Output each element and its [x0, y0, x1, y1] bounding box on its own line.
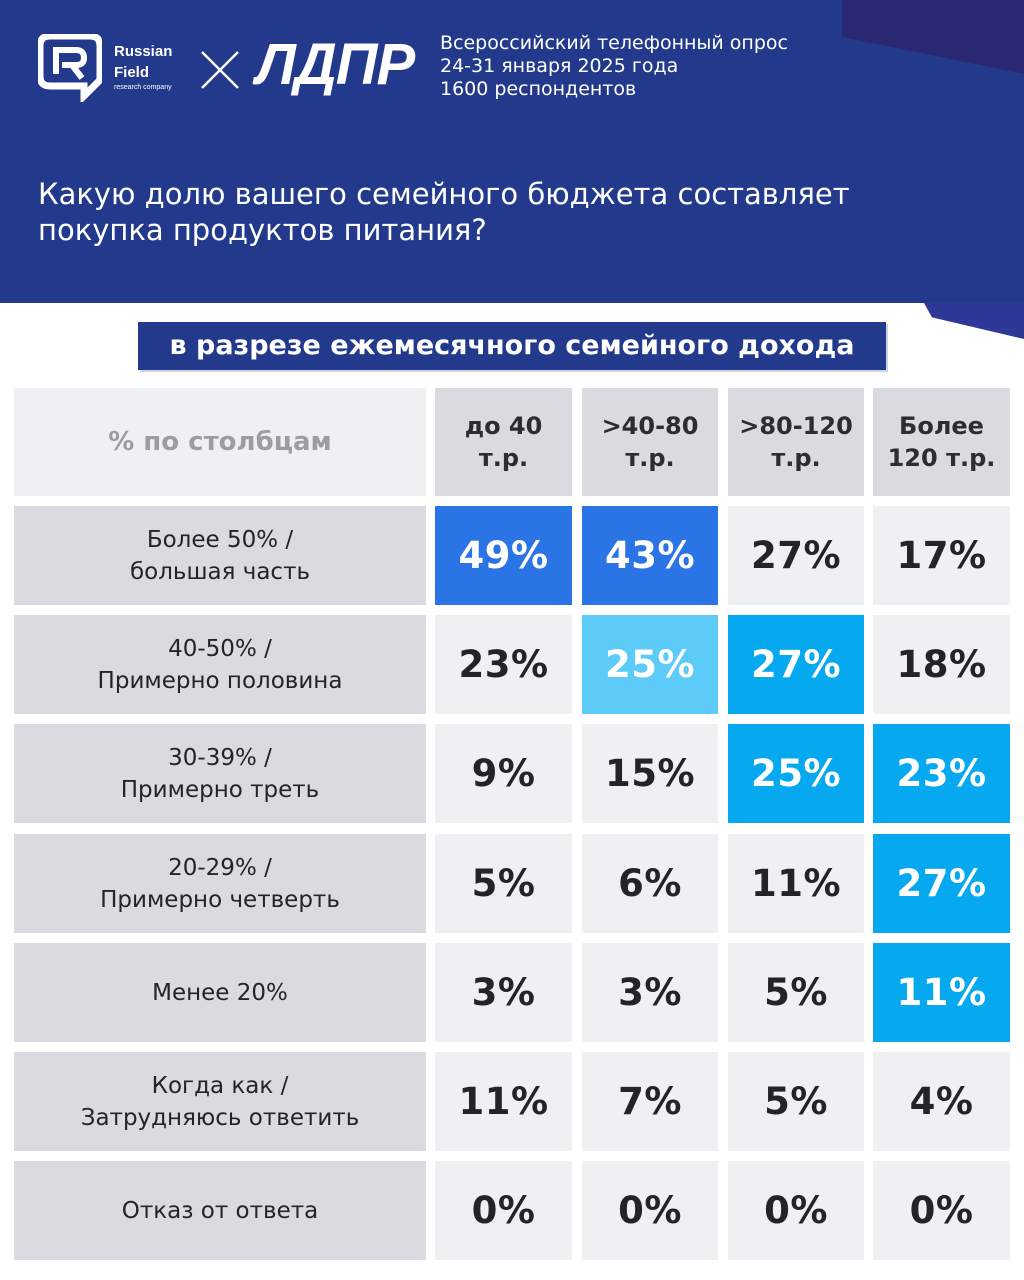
text-line: Примерно половина: [97, 667, 343, 694]
row-label: Более 50% / большая часть: [14, 506, 426, 605]
collaboration-x-icon: [201, 51, 239, 89]
row-label: Когда как / Затрудняюсь ответить: [14, 1052, 426, 1151]
value-cell: 23%: [873, 724, 1010, 823]
text-line: 120 т.р.: [887, 444, 996, 472]
value-cell: 25%: [582, 615, 718, 714]
value-cell: 11%: [435, 1052, 572, 1151]
table-corner-label: % по столбцам: [14, 388, 426, 496]
text-line: т.р.: [478, 444, 529, 472]
text-line: Более 50% /: [146, 526, 294, 553]
text-line: большая часть: [129, 558, 311, 585]
survey-info: Всероссийский телефонный опрос 24-31 янв…: [440, 32, 788, 101]
value-cell: 0%: [873, 1161, 1010, 1260]
column-header: >40-80 т.р.: [582, 388, 718, 496]
ldpr-logo: ЛДПР: [256, 32, 415, 97]
row-label: Менее 20%: [14, 943, 426, 1042]
russian-field-logo-icon: [38, 34, 102, 102]
question-title: Какую долю вашего семейного бюджета сост…: [38, 177, 850, 247]
value-cell: 3%: [582, 943, 718, 1042]
column-header: Более 120 т.р.: [873, 388, 1010, 496]
value-cell: 5%: [728, 943, 864, 1042]
text-line: Отказ от ответа: [121, 1197, 319, 1224]
text-line: до 40: [464, 412, 543, 440]
text-line: Примерно треть: [120, 776, 320, 803]
row-label: 30-39% / Примерно треть: [14, 724, 426, 823]
text-line: 20-29% /: [168, 854, 272, 881]
text-line: т.р.: [625, 444, 675, 472]
value-cell: 0%: [728, 1161, 864, 1260]
text-line: >40-80: [601, 412, 699, 440]
value-cell: 15%: [582, 724, 718, 823]
value-cell: 5%: [435, 834, 572, 933]
row-label: Отказ от ответа: [14, 1161, 426, 1260]
value-cell: 0%: [435, 1161, 572, 1260]
value-cell: 27%: [728, 615, 864, 714]
survey-line: 24-31 января 2025 года: [440, 55, 679, 77]
text-line: Более: [899, 412, 984, 440]
column-header: до 40 т.р.: [435, 388, 572, 496]
text-line: 30-39% /: [168, 744, 272, 771]
text-line: >80-120: [739, 412, 853, 440]
value-cell: 43%: [582, 506, 718, 605]
header-banner: Russian Field research company ЛДПР Всер…: [0, 0, 1024, 303]
value-cell: 17%: [873, 506, 1010, 605]
value-cell: 27%: [728, 506, 864, 605]
text-line: Примерно четверть: [100, 886, 340, 913]
value-cell: 11%: [728, 834, 864, 933]
header-corner-decoration-bottom: [924, 303, 1024, 339]
column-header: >80-120 т.р.: [728, 388, 864, 496]
value-cell: 4%: [873, 1052, 1010, 1151]
text-line: 40-50% /: [168, 635, 272, 662]
row-label: 20-29% / Примерно четверть: [14, 834, 426, 933]
value-cell: 0%: [582, 1161, 718, 1260]
row-label: 40-50% / Примерно половина: [14, 615, 426, 714]
value-cell: 49%: [435, 506, 572, 605]
value-cell: 23%: [435, 615, 572, 714]
value-cell: 18%: [873, 615, 1010, 714]
text-line: Затрудняюсь ответить: [80, 1104, 360, 1131]
russian-field-wordmark: Russian Field research company: [114, 43, 173, 91]
text-line: т.р.: [771, 444, 821, 472]
value-cell: 11%: [873, 943, 1010, 1042]
value-cell: 7%: [582, 1052, 718, 1151]
survey-line: 1600 респондентов: [440, 78, 637, 100]
value-cell: 6%: [582, 834, 718, 933]
table-subtitle: в разрезе ежемесячного семейного дохода: [138, 322, 886, 370]
value-cell: 3%: [435, 943, 572, 1042]
value-cell: 5%: [728, 1052, 864, 1151]
value-cell: 25%: [728, 724, 864, 823]
value-cell: 9%: [435, 724, 572, 823]
survey-line: Всероссийский телефонный опрос: [440, 32, 788, 54]
text-line: Менее 20%: [152, 979, 288, 1006]
value-cell: 27%: [873, 834, 1010, 933]
text-line: Когда как /: [151, 1072, 289, 1099]
header-corner-decoration: [842, 0, 1024, 74]
